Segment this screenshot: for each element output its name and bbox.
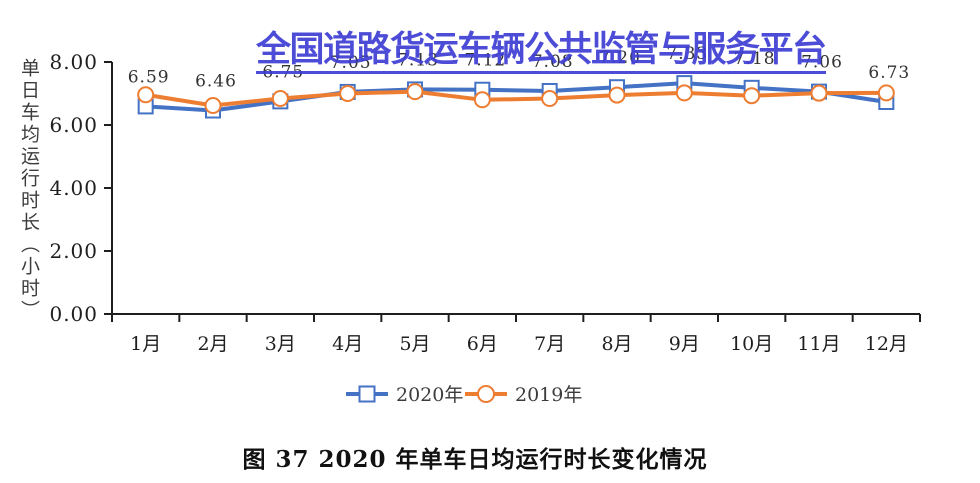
- legend-label-2019年: 2019年: [515, 384, 582, 406]
- y-tick-label: 6.00: [49, 113, 98, 137]
- data-label: 7.06: [801, 53, 843, 73]
- data-label: 7.18: [734, 49, 776, 69]
- y-tick-label: 0.00: [49, 302, 98, 326]
- x-tick-label: 4月: [332, 333, 363, 355]
- y-tick-label: 4.00: [49, 176, 98, 200]
- marker-circle-2019年: [877, 84, 895, 102]
- figure-caption: 图 37 2020 年单车日均运行时长变化情况: [242, 446, 708, 473]
- legend-marker-circle: [477, 385, 495, 403]
- legend-label-2020年: 2020年: [396, 384, 463, 406]
- x-tick-label: 5月: [399, 333, 430, 355]
- marker-circle-2019年: [137, 86, 155, 104]
- data-label: 6.59: [128, 67, 170, 87]
- x-tick-label: 1月: [130, 333, 161, 355]
- x-tick-label: 6月: [467, 333, 498, 355]
- x-tick-label: 10月: [730, 333, 773, 355]
- y-axis-title: 单日车均运行时长（小时）: [18, 58, 40, 322]
- marker-circle-2019年: [339, 85, 357, 102]
- x-tick-label: 9月: [669, 333, 700, 355]
- data-label: 7.33: [666, 44, 708, 64]
- x-tick-label: 7月: [534, 333, 565, 355]
- x-tick-label: 2月: [197, 333, 228, 355]
- marker-circle-2019年: [271, 90, 289, 108]
- x-tick-label: 12月: [865, 333, 908, 355]
- data-label: 7.20: [599, 48, 641, 68]
- y-tick-label: 8.00: [49, 50, 98, 74]
- legend-marker-square: [358, 385, 376, 403]
- data-label: 7.05: [330, 53, 372, 73]
- data-label: 6.46: [195, 72, 237, 92]
- series-line-2019年: [143, 89, 889, 108]
- marker-circle-2019年: [204, 96, 222, 114]
- data-label: 7.13: [397, 50, 439, 70]
- x-tick-label: 8月: [601, 333, 632, 355]
- marker-circle-2019年: [608, 86, 626, 104]
- x-tick-label: 11月: [797, 333, 840, 355]
- data-label: 6.73: [868, 63, 910, 83]
- y-tick-label: 2.00: [49, 239, 98, 263]
- data-label: 7.12: [464, 51, 506, 71]
- marker-circle-2019年: [541, 90, 559, 108]
- data-label: 7.08: [532, 52, 574, 72]
- marker-circle-2019年: [406, 83, 424, 101]
- watermark-text: 全国道路货运车辆公共监管与服务平台: [256, 31, 827, 74]
- marker-circle-2019年: [473, 91, 491, 109]
- marker-circle-2019年: [810, 84, 828, 102]
- marker-circle-2019年: [743, 87, 761, 105]
- series-line-2020年: [143, 81, 889, 113]
- marker-circle-2019年: [675, 84, 693, 102]
- x-tick-label: 3月: [265, 333, 296, 355]
